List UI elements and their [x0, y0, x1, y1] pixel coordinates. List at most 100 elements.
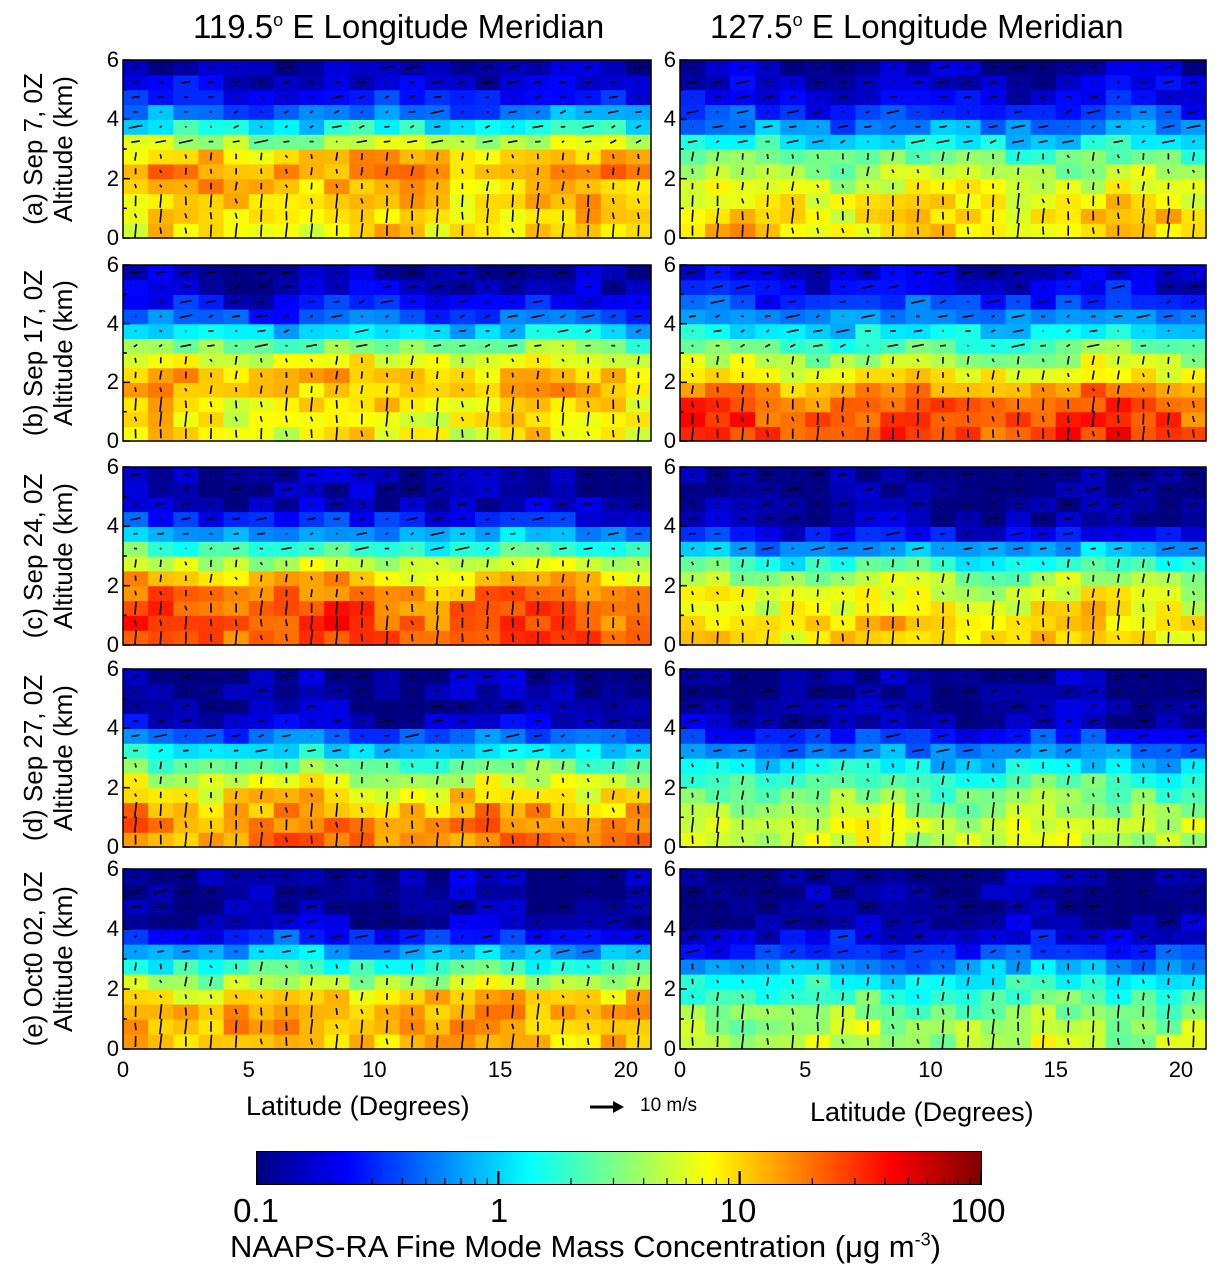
wind-vector: [586, 270, 590, 274]
wind-vector: [436, 806, 439, 814]
wind-vector: [260, 66, 263, 69]
wind-vector: [966, 704, 970, 708]
wind-vector: [511, 790, 515, 800]
wind-vector: [411, 574, 414, 582]
wind-vector: [635, 328, 642, 334]
wind-vector: [1013, 674, 1023, 678]
wind-vector: [533, 502, 542, 506]
wind-vector: [1112, 472, 1125, 477]
wind-vector: [484, 343, 491, 348]
wind-vector: [838, 95, 847, 99]
wind-vector: [411, 1007, 414, 1016]
wind-vector: [991, 763, 995, 768]
column-title-left-main: 119.5: [193, 8, 274, 45]
wind-vector: [132, 271, 139, 274]
wind-vector: [714, 96, 721, 99]
wind-vector: [816, 401, 820, 408]
wind-vector: [360, 601, 364, 615]
wind-vector: [611, 807, 615, 813]
wind-vector: [307, 950, 316, 953]
wind-vector: [460, 65, 465, 70]
y-tick-label: 2: [106, 369, 119, 395]
wind-vector: [841, 197, 844, 205]
wind-vector: [284, 689, 289, 693]
wind-vector: [536, 532, 539, 535]
wind-vector: [1016, 763, 1020, 768]
wind-vector: [335, 152, 339, 161]
row-label-axis: Altitude (km): [48, 483, 78, 629]
wind-vector: [633, 674, 644, 679]
row-label-axis: Altitude (km): [48, 685, 78, 831]
wind-vector: [159, 411, 163, 427]
wind-vector: [134, 488, 137, 491]
wind-vector: [410, 1022, 414, 1031]
wind-vector: [380, 65, 394, 70]
wind-vector: [385, 977, 389, 986]
wind-vector: [506, 874, 519, 879]
wind-vector: [860, 314, 875, 319]
wind-vector: [637, 415, 640, 423]
panel-e-left: [122, 868, 652, 1050]
wind-vector: [841, 633, 844, 642]
wind-vector: [335, 370, 339, 380]
wind-vector: [460, 689, 465, 693]
wind-vector: [511, 803, 514, 817]
wind-vector: [209, 152, 213, 161]
wind-vector: [534, 94, 542, 100]
wind-vector: [159, 631, 162, 645]
wind-vector: [791, 227, 795, 234]
wind-vector: [461, 429, 464, 438]
wind-vector: [612, 153, 615, 159]
wind-vector: [612, 575, 615, 581]
wind-vector: [962, 314, 974, 319]
wind-vector: [1114, 547, 1123, 550]
wind-vector: [435, 601, 439, 615]
wind-vector: [761, 889, 774, 894]
wind-vector: [334, 109, 340, 114]
wind-vector: [586, 385, 590, 394]
wind-vector: [210, 875, 212, 878]
wind-vector: [459, 314, 465, 319]
wind-vector: [637, 962, 640, 971]
wind-vector: [941, 573, 945, 584]
wind-vector: [584, 140, 592, 143]
wind-vector: [712, 674, 723, 679]
wind-vector: [636, 634, 640, 641]
wind-vector: [1192, 151, 1195, 161]
wind-vector: [764, 950, 771, 953]
wind-vector: [285, 978, 288, 985]
wind-vector: [816, 778, 820, 783]
wind-vector: [310, 66, 313, 69]
wind-vector: [866, 96, 869, 99]
wind-vector: [459, 890, 466, 893]
wind-vector: [1192, 223, 1195, 238]
column-title-left-sup: o: [273, 10, 284, 30]
wind-vector: [308, 487, 315, 492]
wind-vector: [207, 81, 215, 84]
wind-vector: [209, 777, 213, 783]
wind-vector: [180, 719, 192, 723]
wind-vector: [741, 397, 745, 412]
wind-vector: [1165, 748, 1172, 753]
wind-vector: [536, 977, 539, 986]
wind-vector: [134, 630, 138, 645]
wind-vector: [385, 964, 389, 969]
wind-vector: [963, 547, 973, 551]
wind-vector: [637, 560, 640, 566]
wind-vector: [486, 791, 489, 799]
wind-vector: [713, 950, 722, 953]
wind-vector: [1165, 299, 1171, 304]
y-tick-label: 2: [663, 165, 676, 191]
wind-vector: [209, 749, 213, 752]
wind-vector: [310, 615, 314, 630]
wind-vector: [841, 396, 845, 412]
wind-vector: [841, 576, 845, 581]
wind-vector: [1117, 300, 1120, 303]
wind-vector: [584, 110, 592, 114]
wind-vector: [612, 271, 615, 274]
wind-vector: [1066, 387, 1070, 392]
row-label-axis: Altitude (km): [48, 886, 78, 1032]
wind-vector: [637, 356, 640, 365]
wind-vector: [586, 904, 590, 909]
wind-vector: [841, 385, 845, 394]
